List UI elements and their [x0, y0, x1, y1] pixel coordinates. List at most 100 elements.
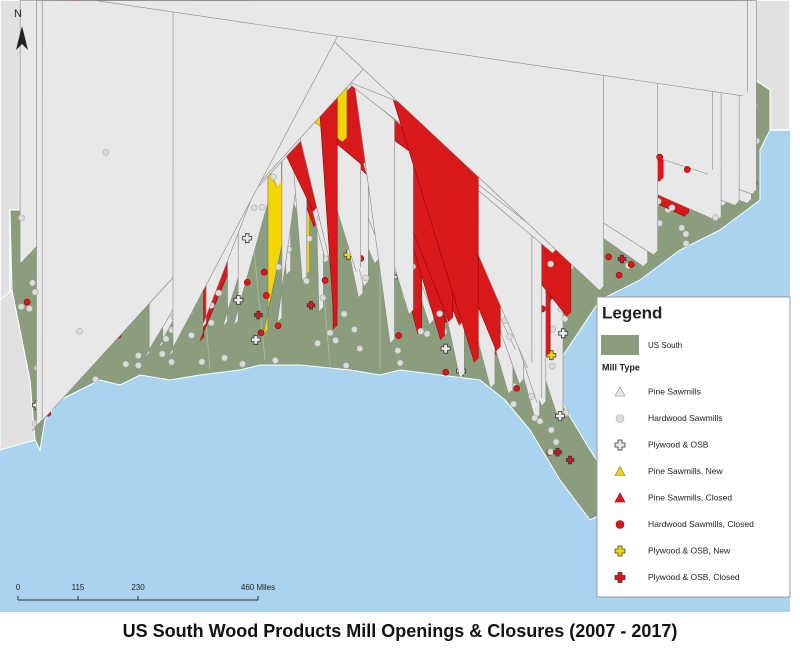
- mill-marker: [319, 294, 327, 302]
- legend-symbol: [614, 465, 626, 476]
- mill-marker: [555, 411, 565, 421]
- mill-marker: [95, 0, 748, 97]
- mill-marker: [260, 268, 268, 276]
- mill-marker: [29, 279, 36, 287]
- mill-marker: [351, 326, 358, 333]
- mill-marker: [257, 329, 265, 337]
- legend-item: Pine Sawmills: [648, 386, 701, 396]
- mill-marker: [682, 240, 690, 247]
- mill-marker: [198, 358, 206, 366]
- mill-marker: [547, 426, 555, 434]
- mill-marker: [102, 148, 110, 156]
- mill-marker: [23, 298, 31, 306]
- caption: US South Wood Products Mill Openings & C…: [123, 621, 678, 641]
- mill-marker: [548, 362, 556, 370]
- mill-marker: [326, 329, 334, 337]
- mill-marker: [233, 295, 244, 305]
- mill-marker: [122, 360, 130, 368]
- mill-marker: [250, 204, 258, 212]
- legend-item: Pine Sawmills, Closed: [648, 492, 732, 502]
- north-arrow-icon: [16, 26, 28, 50]
- mill-marker: [306, 301, 316, 310]
- mill-marker: [332, 337, 340, 344]
- mill-marker: [274, 322, 282, 330]
- mill-marker: [92, 375, 99, 383]
- mill-marker: [442, 368, 450, 376]
- mill-marker: [440, 343, 451, 354]
- mill-marker: [254, 310, 263, 320]
- legend-symbol: [614, 386, 626, 397]
- mill-marker: [552, 438, 560, 446]
- mill-marker: [668, 204, 676, 212]
- scale-bar: 0 115 230 460 Miles: [16, 583, 275, 601]
- mill-marker: [250, 334, 261, 345]
- mill-marker: [396, 359, 404, 367]
- mill-marker: [506, 333, 513, 341]
- mill-marker: [135, 362, 142, 369]
- legend-symbol: [614, 545, 626, 557]
- legend-symbol: [614, 492, 626, 503]
- mill-marker: [26, 305, 33, 313]
- mill-marker: [314, 339, 321, 347]
- scale-label: 115: [72, 583, 85, 592]
- mill-marker: [605, 253, 612, 261]
- scale-label: 460 Miles: [241, 583, 275, 592]
- mill-marker: [272, 357, 279, 364]
- mill-marker: [553, 448, 562, 457]
- mill-marker: [395, 332, 403, 339]
- mill-marker: [394, 347, 402, 354]
- mill-markers: [15, 0, 761, 465]
- mill-marker: [18, 214, 25, 222]
- scale-label: 0: [16, 583, 21, 592]
- mill-marker: [76, 327, 83, 335]
- scale-label: 230: [131, 583, 145, 592]
- mill-marker: [188, 332, 195, 339]
- legend: Legend US South Mill Type Pine Sawmills H…: [596, 296, 791, 598]
- mill-marker: [168, 358, 175, 366]
- mill-marker: [683, 166, 691, 173]
- mill-marker: [536, 417, 544, 425]
- mill-marker: [558, 328, 569, 339]
- mill-marker: [221, 354, 228, 362]
- mill-marker: [627, 261, 635, 268]
- mill-marker: [362, 274, 370, 282]
- legend-item: Pine Sawmills, New: [648, 466, 723, 476]
- legend-item: Hardwood Sawmills: [648, 413, 723, 423]
- legend-item: Hardwood Sawmills, Closed: [648, 519, 754, 529]
- mill-marker: [321, 277, 329, 284]
- legend-items: Pine Sawmills Hardwood Sawmills Plywood & …: [614, 386, 754, 583]
- mill-marker: [682, 230, 690, 238]
- legend-region: US South: [648, 341, 682, 350]
- mill-marker: [215, 289, 222, 297]
- mill-marker: [135, 352, 142, 359]
- mill-marker: [303, 277, 310, 285]
- mill-marker: [275, 263, 282, 271]
- mill-marker: [510, 400, 517, 408]
- mill-marker: [547, 448, 554, 456]
- mill-marker: [561, 315, 569, 323]
- mill-marker: [243, 278, 251, 286]
- mill-marker: [340, 310, 348, 318]
- mill-marker: [31, 288, 39, 296]
- mill-marker: [531, 414, 538, 422]
- mill-marker: [712, 214, 719, 222]
- mill-marker: [239, 360, 246, 368]
- north-label: N: [14, 8, 22, 20]
- mill-marker: [207, 319, 215, 327]
- legend-item: Plywood & OSB, Closed: [648, 572, 740, 582]
- legend-symbol: [614, 572, 626, 583]
- mill-marker: [565, 455, 575, 465]
- mill-marker: [342, 362, 350, 369]
- mill-marker: [547, 260, 555, 268]
- mill-marker: [615, 271, 623, 279]
- mill-marker: [528, 393, 535, 400]
- mill-marker: [423, 330, 431, 338]
- mill-marker: [617, 254, 627, 264]
- mill-marker: [513, 384, 521, 392]
- mill-marker: [158, 350, 166, 358]
- legend-title: Legend: [602, 303, 662, 322]
- mill-marker: [263, 292, 270, 299]
- legend-item: Plywood & OSB: [648, 439, 709, 449]
- mill-marker: [436, 310, 443, 317]
